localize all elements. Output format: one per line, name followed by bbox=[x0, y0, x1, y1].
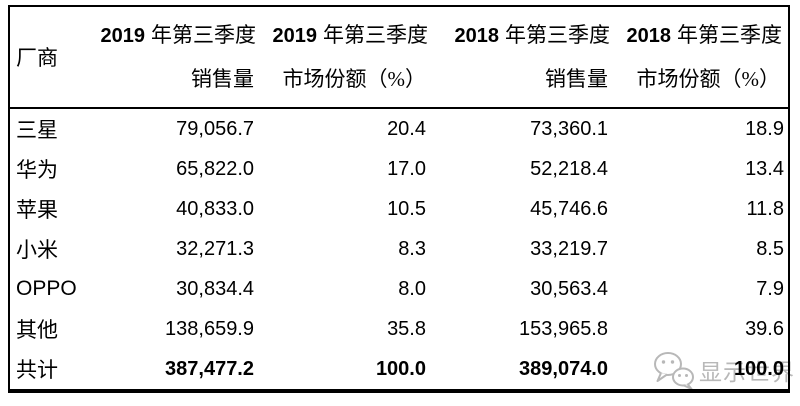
value-cell: 389,074.0 bbox=[519, 357, 608, 380]
vendor-cell: 小米 bbox=[16, 239, 58, 262]
value-cell: 32,271.3 bbox=[176, 237, 254, 260]
table-row: 其他 138,659.9 35.8 153,965.8 39.6 bbox=[10, 309, 788, 349]
column-header-quarter: 年第三季度 bbox=[151, 23, 256, 47]
table-body: 三星 79,056.7 20.4 73,360.1 18.9 华为 65,822… bbox=[10, 109, 788, 389]
sales-table: 厂商 2019 年第三季度 销售量 2019 年第三季度 市场份额（%） 2018 年… bbox=[8, 5, 790, 393]
table-row: 苹果 40,833.0 10.5 45,746.6 11.8 bbox=[10, 189, 788, 229]
column-header-quarter: 年第三季度 bbox=[677, 23, 782, 47]
column-header-period: 2018 年第三季度 bbox=[455, 22, 611, 49]
vendor-cell: OPPO bbox=[16, 277, 77, 300]
column-header-year: 2018 bbox=[626, 25, 672, 47]
vendor-cell: 三星 bbox=[16, 119, 58, 142]
column-header: 2019 年第三季度 销售量 bbox=[94, 7, 262, 107]
column-header-period: 2019 年第三季度 bbox=[273, 22, 429, 49]
value-cell: 8.3 bbox=[398, 237, 426, 260]
column-header-metric: 市场份额（%） bbox=[282, 67, 427, 91]
value-cell: 33,219.7 bbox=[530, 237, 608, 260]
value-cell: 52,218.4 bbox=[530, 157, 608, 180]
column-header-period: 2019 年第三季度 bbox=[101, 22, 257, 49]
column-header-quarter: 年第三季度 bbox=[323, 23, 428, 47]
vendor-column-header: 厂商 bbox=[16, 46, 58, 70]
wechat-icon bbox=[654, 352, 694, 390]
column-header-period: 2018 年第三季度 bbox=[627, 22, 783, 49]
value-cell: 100.0 bbox=[733, 357, 784, 380]
value-cell: 18.9 bbox=[745, 117, 784, 140]
table-row: 三星 79,056.7 20.4 73,360.1 18.9 bbox=[10, 109, 788, 149]
vendor-cell: 苹果 bbox=[16, 199, 58, 222]
value-cell: 35.8 bbox=[387, 317, 426, 340]
table-header-row: 厂商 2019 年第三季度 销售量 2019 年第三季度 市场份额（%） 2018 年… bbox=[10, 7, 788, 109]
column-header-year: 2018 bbox=[454, 25, 500, 47]
value-cell: 45,746.6 bbox=[530, 197, 608, 220]
column-header: 2018 年第三季度 销售量 bbox=[434, 7, 616, 107]
table-row: OPPO 30,834.4 8.0 30,563.4 7.9 bbox=[10, 269, 788, 309]
value-cell: 138,659.9 bbox=[165, 317, 254, 340]
column-header: 2019 年第三季度 市场份额（%） bbox=[262, 7, 434, 107]
vendor-cell: 其他 bbox=[16, 319, 58, 342]
value-cell: 65,822.0 bbox=[176, 157, 254, 180]
vendor-cell: 华为 bbox=[16, 159, 58, 182]
value-cell: 73,360.1 bbox=[530, 117, 608, 140]
column-header-metric: 市场份额（%） bbox=[636, 67, 781, 91]
column-header-year: 2019 bbox=[100, 25, 146, 47]
vendor-cell: 共计 bbox=[16, 359, 58, 382]
column-header-metric: 销售量 bbox=[191, 67, 254, 91]
value-cell: 39.6 bbox=[745, 317, 784, 340]
value-cell: 10.5 bbox=[387, 197, 426, 220]
column-header: 2018 年第三季度 市场份额（%） bbox=[616, 7, 788, 107]
table-row: 共计 387,477.2 100.0 389,074.0 100.0 bbox=[10, 349, 788, 389]
value-cell: 100.0 bbox=[375, 357, 426, 380]
value-cell: 79,056.7 bbox=[176, 117, 254, 140]
value-cell: 8.0 bbox=[398, 277, 426, 300]
watermark: 显示世界 bbox=[652, 348, 795, 392]
value-cell: 17.0 bbox=[387, 157, 426, 180]
table-row: 小米 32,271.3 8.3 33,219.7 8.5 bbox=[10, 229, 788, 269]
column-header-metric: 销售量 bbox=[545, 67, 608, 91]
value-cell: 30,834.4 bbox=[176, 277, 254, 300]
value-cell: 30,563.4 bbox=[530, 277, 608, 300]
watermark-text: 显示世界 bbox=[699, 360, 795, 385]
value-cell: 8.5 bbox=[756, 237, 784, 260]
value-cell: 153,965.8 bbox=[519, 317, 608, 340]
table-row: 华为 65,822.0 17.0 52,218.4 13.4 bbox=[10, 149, 788, 189]
value-cell: 387,477.2 bbox=[165, 357, 254, 380]
value-cell: 13.4 bbox=[745, 157, 784, 180]
column-header-year: 2019 bbox=[272, 25, 318, 47]
value-cell: 7.9 bbox=[756, 277, 784, 300]
column-header-quarter: 年第三季度 bbox=[505, 23, 610, 47]
value-cell: 20.4 bbox=[387, 117, 426, 140]
value-cell: 40,833.0 bbox=[176, 197, 254, 220]
value-cell: 11.8 bbox=[746, 197, 784, 220]
